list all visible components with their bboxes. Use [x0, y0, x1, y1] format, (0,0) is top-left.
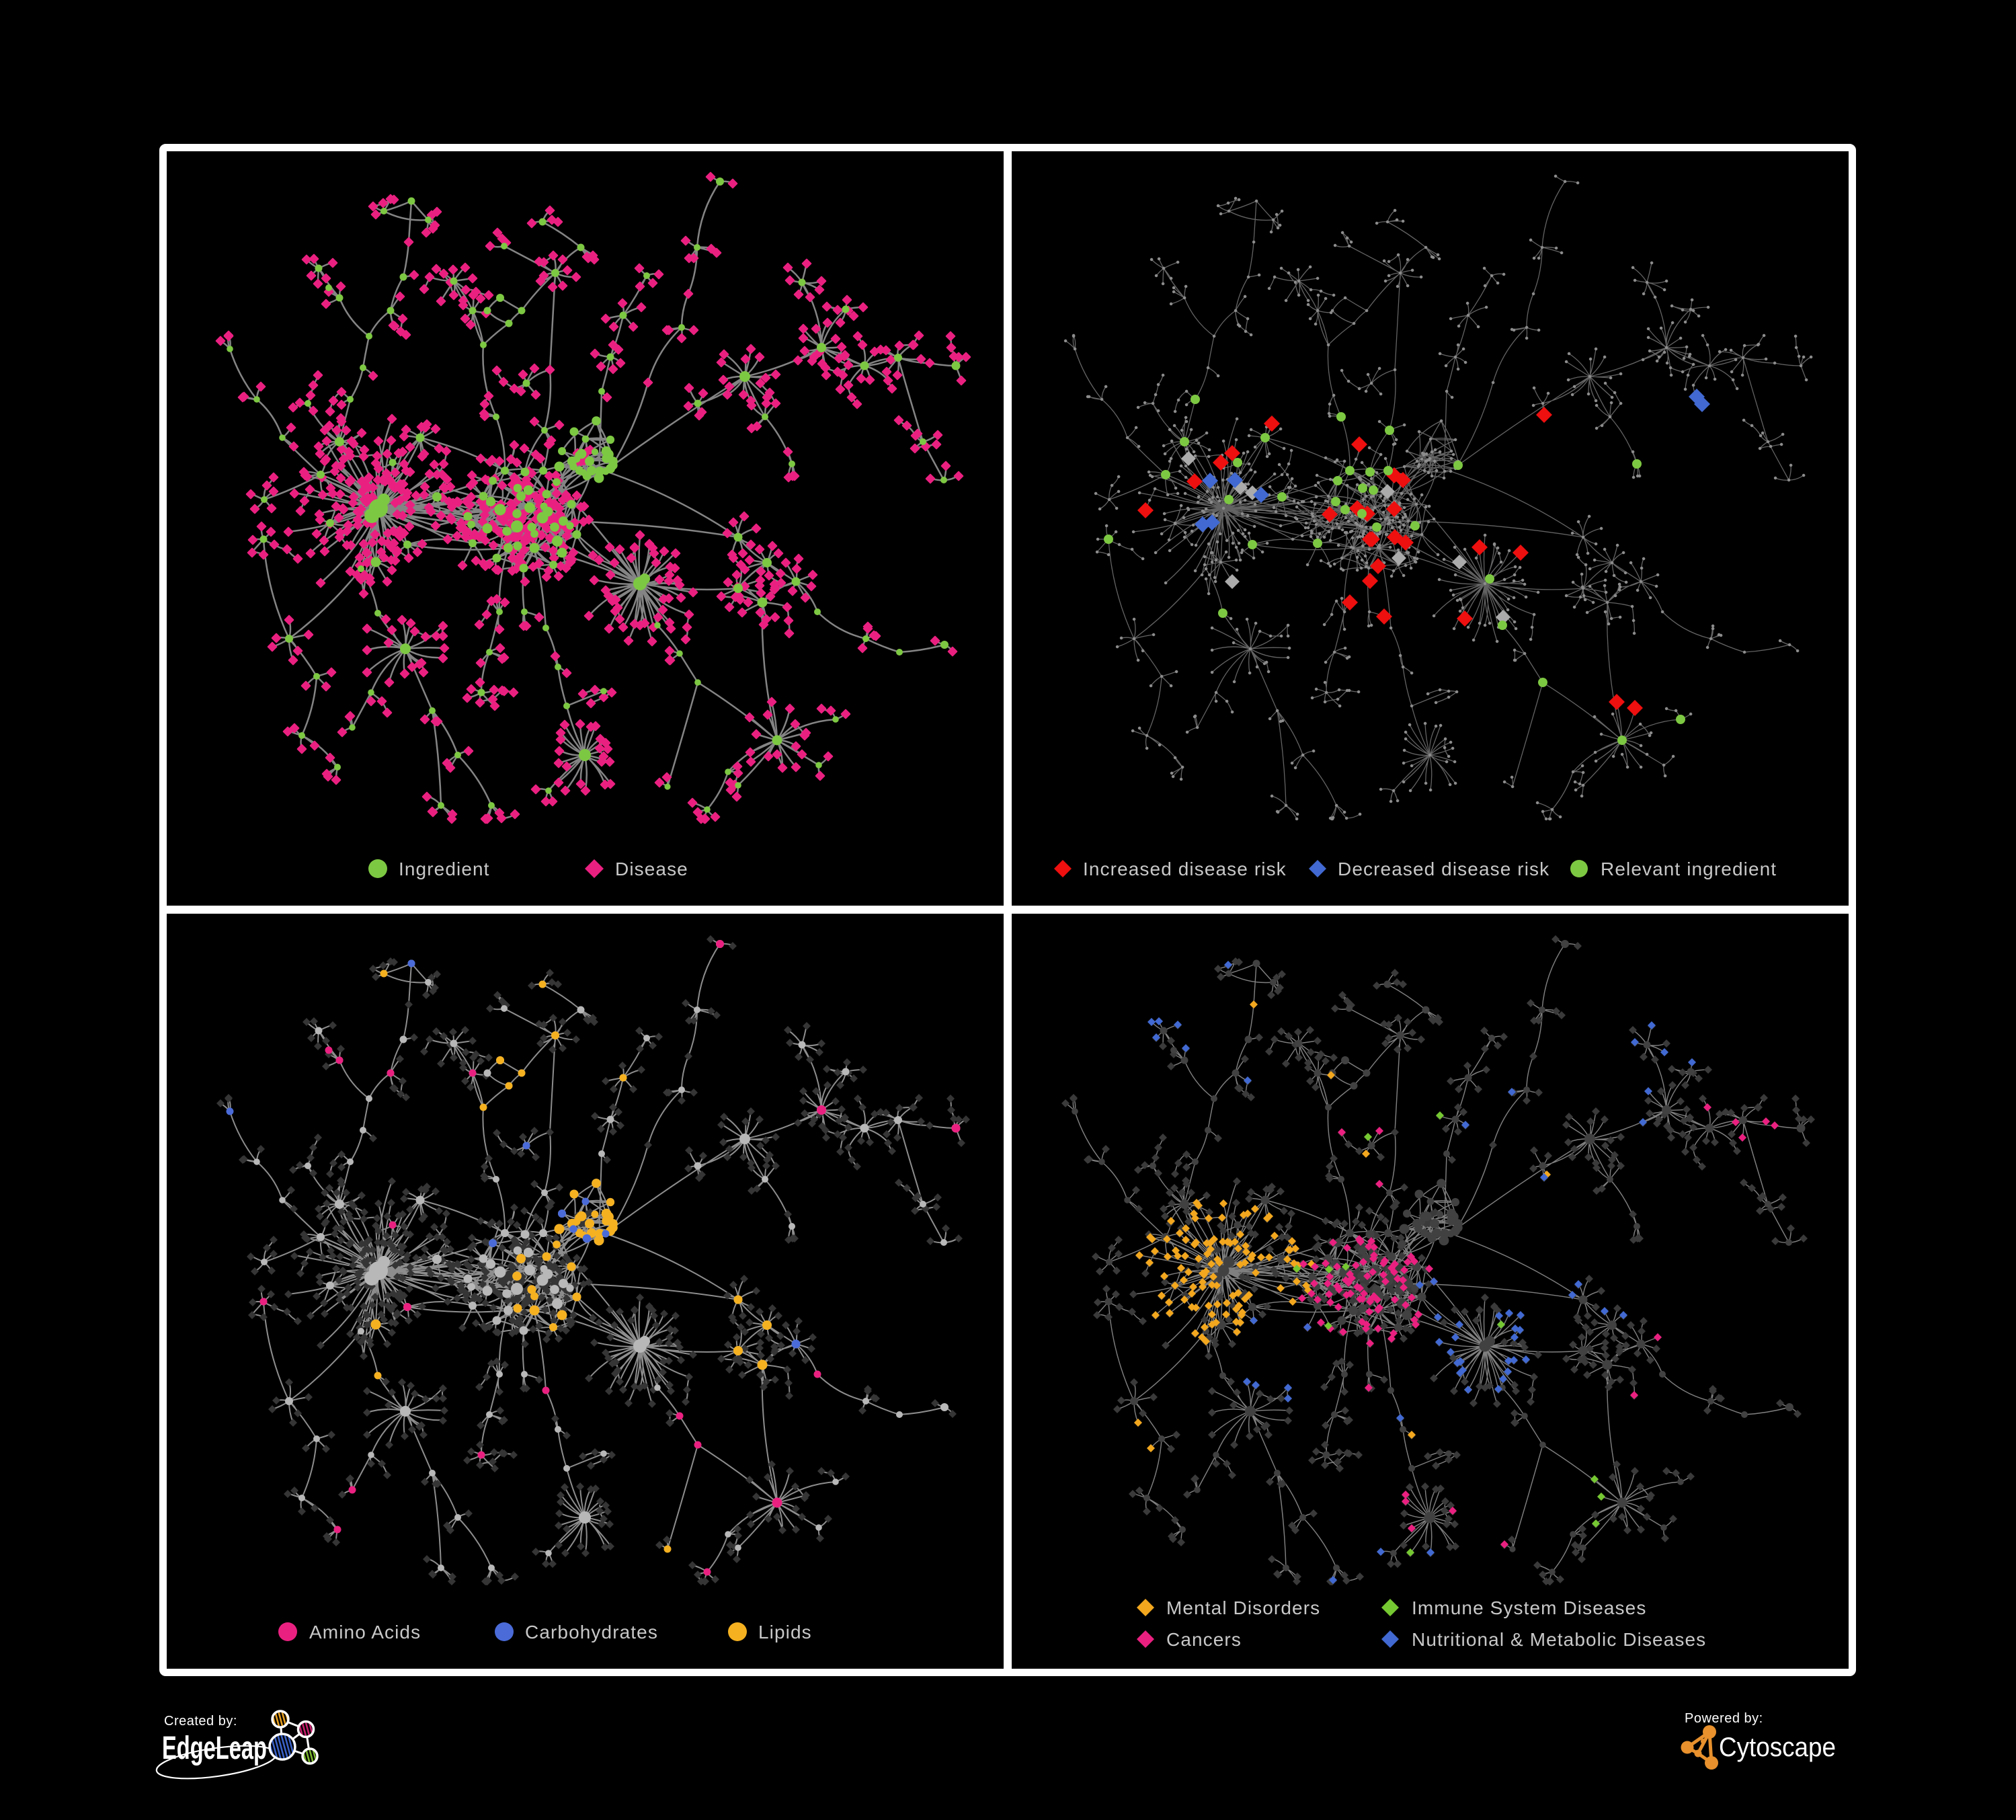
svg-text:Cytoscape: Cytoscape	[1719, 1733, 1836, 1762]
svg-text:Carbohydrates: Carbohydrates	[525, 1622, 658, 1643]
svg-text:Amino Acids: Amino Acids	[309, 1622, 421, 1643]
svg-text:Powered by:: Powered by:	[1685, 1711, 1763, 1726]
svg-text:Nutritional & Metabolic Diseas: Nutritional & Metabolic Diseases	[1412, 1629, 1706, 1650]
svg-text:Relevant ingredient: Relevant ingredient	[1601, 859, 1777, 879]
svg-text:Decreased disease risk: Decreased disease risk	[1338, 859, 1549, 879]
svg-text:Disease: Disease	[615, 859, 688, 879]
svg-text:Ingredient: Ingredient	[399, 859, 490, 879]
svg-text:Immune System Diseases: Immune System Diseases	[1412, 1597, 1646, 1618]
svg-text:Mental Disorders: Mental Disorders	[1166, 1597, 1320, 1618]
svg-text:Increased disease risk: Increased disease risk	[1083, 859, 1287, 879]
svg-text:Created by:: Created by:	[164, 1714, 237, 1729]
svg-text:Lipids: Lipids	[758, 1622, 812, 1643]
svg-text:EdgeLeap: EdgeLeap	[162, 1731, 267, 1766]
svg-text:Cancers: Cancers	[1166, 1629, 1242, 1650]
